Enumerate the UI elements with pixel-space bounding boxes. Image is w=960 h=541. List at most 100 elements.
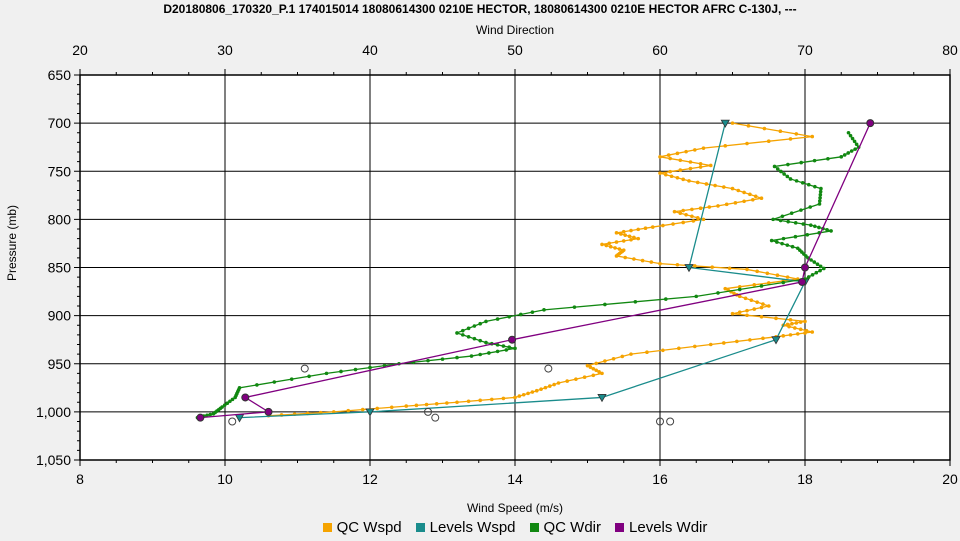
- y-axis-tick-label: 950: [48, 356, 72, 372]
- data-point: [803, 331, 807, 335]
- data-point: [742, 190, 746, 195]
- data-point: [742, 199, 746, 204]
- legend-swatch: [529, 523, 539, 532]
- data-point: [513, 395, 517, 400]
- data-point: [693, 148, 697, 152]
- data-point: [225, 401, 230, 406]
- legend-label: QC Wdir: [543, 519, 602, 536]
- data-point: [790, 321, 794, 326]
- data-point: [799, 160, 804, 165]
- data-point: [608, 244, 613, 249]
- data-point: [698, 206, 703, 211]
- data-point: [389, 405, 394, 410]
- legend-item: Levels Wspd: [415, 519, 516, 536]
- data-point: [788, 137, 793, 141]
- data-point: [588, 365, 593, 370]
- data-point: [629, 237, 633, 242]
- data-point: [701, 217, 706, 222]
- data-point: [664, 172, 668, 177]
- data-point: [501, 344, 506, 348]
- data-point: [469, 354, 474, 358]
- data-point: [781, 334, 786, 338]
- data-point: [668, 169, 672, 174]
- data-point: [666, 153, 671, 157]
- data-point: [404, 404, 409, 408]
- data-point: [806, 275, 811, 279]
- bottom-axis-tick-label: 12: [362, 471, 378, 487]
- data-point: [761, 336, 765, 341]
- data-point: [695, 180, 700, 185]
- bottom-axis-label: Wind Speed (m/s): [466, 501, 564, 515]
- data-point: [672, 209, 677, 214]
- data-point: [339, 369, 343, 374]
- data-point: [645, 350, 649, 355]
- data-point: [786, 219, 790, 224]
- series-levels-wspd: [234, 119, 810, 423]
- hollow-marker: [431, 413, 440, 422]
- data-point: [484, 319, 488, 324]
- data-point: [681, 220, 685, 225]
- data-point: [794, 132, 799, 136]
- data-point: [730, 311, 735, 316]
- series-qc-wdir: [195, 130, 861, 420]
- data-point: [752, 307, 757, 311]
- y-axis-tick-label: 650: [48, 67, 72, 83]
- data-point: [694, 294, 699, 299]
- data-point: [678, 168, 683, 172]
- data-point: [461, 328, 465, 333]
- data-point: [552, 382, 556, 387]
- data-point: [519, 312, 523, 317]
- data-point: [853, 147, 857, 151]
- data-point: [708, 163, 713, 168]
- data-point: [594, 368, 598, 373]
- data-point: [794, 179, 799, 183]
- data-point: [766, 139, 771, 144]
- data-point: [530, 310, 535, 314]
- data-point: [619, 232, 623, 236]
- data-point: [774, 316, 778, 321]
- top-axis-label: Wind Direction: [475, 23, 555, 37]
- data-point: [487, 351, 491, 355]
- data-point: [650, 225, 655, 229]
- data-point: [633, 299, 638, 304]
- data-point: [688, 160, 693, 164]
- data-point: [798, 277, 807, 286]
- data-point: [688, 166, 693, 171]
- data-point: [507, 345, 512, 349]
- data-point: [813, 184, 817, 189]
- top-axis-tick-label: 30: [217, 42, 233, 58]
- data-point: [600, 371, 604, 376]
- data-point: [664, 297, 668, 301]
- data-point: [623, 255, 627, 260]
- data-point: [769, 238, 774, 243]
- data-point: [675, 151, 680, 156]
- data-point: [681, 177, 685, 182]
- data-point: [793, 234, 798, 239]
- hollow-marker: [228, 417, 237, 426]
- data-point: [720, 119, 730, 128]
- data-point: [852, 139, 857, 144]
- data-point: [230, 397, 235, 402]
- data-point: [365, 408, 375, 417]
- data-point: [211, 412, 216, 416]
- data-point: [846, 130, 851, 135]
- data-point: [375, 406, 380, 411]
- data-point: [196, 413, 205, 422]
- data-point: [785, 243, 790, 247]
- data-point: [812, 158, 817, 163]
- data-point: [866, 119, 875, 128]
- y-axis-tick-label: 850: [48, 260, 72, 276]
- y-axis-tick-label: 1,050: [36, 452, 71, 468]
- data-point: [790, 244, 795, 249]
- data-point: [684, 149, 688, 154]
- top-axis-tick-label: 40: [362, 42, 378, 58]
- data-point: [591, 366, 596, 371]
- data-point: [801, 222, 806, 226]
- data-point: [572, 305, 577, 309]
- data-point: [812, 260, 817, 264]
- legend-swatch: [322, 523, 332, 532]
- data-point: [490, 397, 494, 402]
- data-point: [707, 205, 712, 209]
- data-point: [228, 399, 232, 404]
- data-point: [817, 225, 821, 230]
